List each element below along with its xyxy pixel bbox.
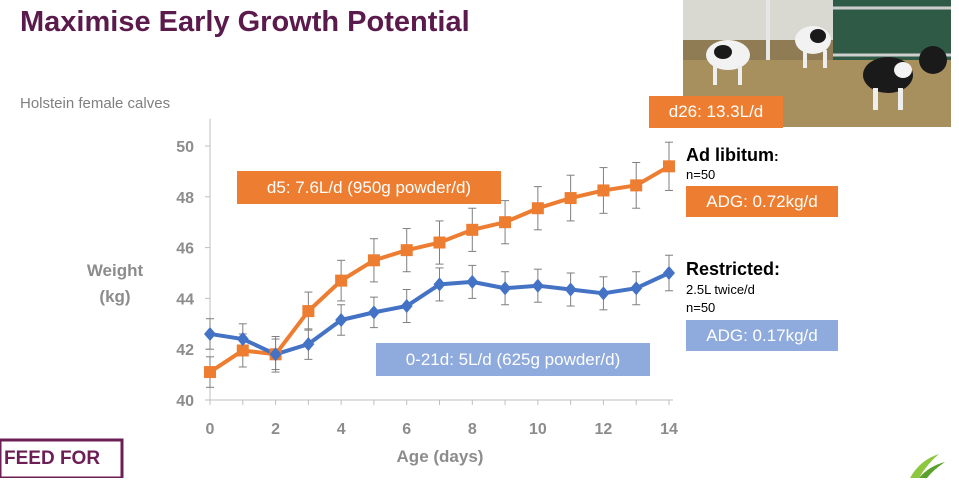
ad-libitum-point bbox=[466, 223, 479, 236]
restricted-point bbox=[400, 299, 413, 314]
x-axis-label: Age (days) bbox=[396, 447, 484, 466]
restricted-point bbox=[236, 332, 249, 347]
ad-libitum-point bbox=[597, 184, 610, 197]
ad-libitum-point bbox=[630, 179, 643, 192]
logo-text: FEED FOR bbox=[4, 448, 100, 469]
y-tick-label: 40 bbox=[176, 393, 194, 410]
chart-axes bbox=[205, 118, 673, 405]
slide-title: Maximise Early Growth Potential bbox=[20, 6, 470, 38]
x-tick-label: 2 bbox=[271, 421, 280, 438]
restricted-point bbox=[630, 281, 643, 296]
leaf-logo-icon bbox=[905, 452, 945, 483]
restricted-detail: 2.5L twice/d bbox=[686, 282, 755, 297]
restricted-point bbox=[335, 312, 348, 327]
restricted-title: Restricted: bbox=[686, 259, 781, 279]
y-axis-label-line2: (kg) bbox=[99, 287, 131, 306]
ad-libitum-point bbox=[531, 202, 544, 215]
x-tick-label: 8 bbox=[468, 421, 477, 438]
ad-libitum-title: Ad libitum: bbox=[686, 145, 779, 165]
y-tick-label: 48 bbox=[176, 190, 194, 207]
chart-subtitle: Holstein female calves bbox=[20, 95, 171, 112]
ad-libitum-point bbox=[204, 366, 216, 379]
restricted-point bbox=[367, 305, 380, 320]
ad-libitum-point bbox=[499, 216, 512, 229]
ad-libitum-point bbox=[564, 192, 577, 205]
d5-intake-box: d5: 7.6L/d (950g powder/d) bbox=[237, 171, 501, 204]
y-tick-label: 46 bbox=[176, 241, 194, 258]
restricted-point bbox=[531, 278, 544, 293]
ad-libitum-point bbox=[335, 274, 348, 287]
x-tick-label: 4 bbox=[337, 421, 346, 438]
restricted-point bbox=[302, 337, 315, 352]
restricted-adg-box: ADG: 0.17kg/d bbox=[686, 320, 838, 351]
restricted-point bbox=[269, 347, 282, 362]
ad-libitum-point bbox=[367, 254, 380, 267]
y-axis-label: Weight (kg) bbox=[70, 258, 160, 310]
y-tick-label: 44 bbox=[176, 291, 194, 308]
x-tick-label: 14 bbox=[660, 421, 678, 438]
restricted-point bbox=[663, 266, 675, 280]
y-tick-label: 50 bbox=[176, 139, 194, 156]
restricted-point bbox=[433, 277, 446, 292]
d26-intake-box: d26: 13.3L/d bbox=[649, 96, 783, 128]
ad-libitum-point bbox=[236, 344, 249, 357]
x-tick-label: 0 bbox=[206, 421, 215, 438]
y-tick-label: 42 bbox=[176, 342, 194, 359]
restricted-point bbox=[204, 326, 216, 341]
restricted-point bbox=[564, 282, 577, 297]
ad-libitum-point bbox=[400, 244, 413, 257]
feed-for-logo: FEED FOR bbox=[0, 438, 124, 478]
restricted-point bbox=[499, 281, 512, 296]
x-tick-label: 6 bbox=[402, 421, 411, 438]
ad-libitum-n: n=50 bbox=[686, 167, 716, 182]
series-markers bbox=[204, 160, 675, 379]
ad-libitum-adg-box: ADG: 0.72kg/d bbox=[686, 186, 838, 217]
ad-libitum-point bbox=[433, 236, 446, 249]
restricted-n: n=50 bbox=[686, 300, 716, 315]
restricted-intake-box: 0-21d: 5L/d (625g powder/d) bbox=[376, 343, 650, 376]
y-axis-label-line1: Weight bbox=[86, 261, 144, 280]
x-tick-label: 10 bbox=[529, 421, 547, 438]
ad-libitum-point bbox=[302, 305, 315, 318]
ad-libitum-point bbox=[663, 160, 675, 173]
restricted-point bbox=[466, 274, 479, 289]
x-tick-label: 12 bbox=[595, 421, 613, 438]
restricted-point bbox=[597, 286, 610, 301]
